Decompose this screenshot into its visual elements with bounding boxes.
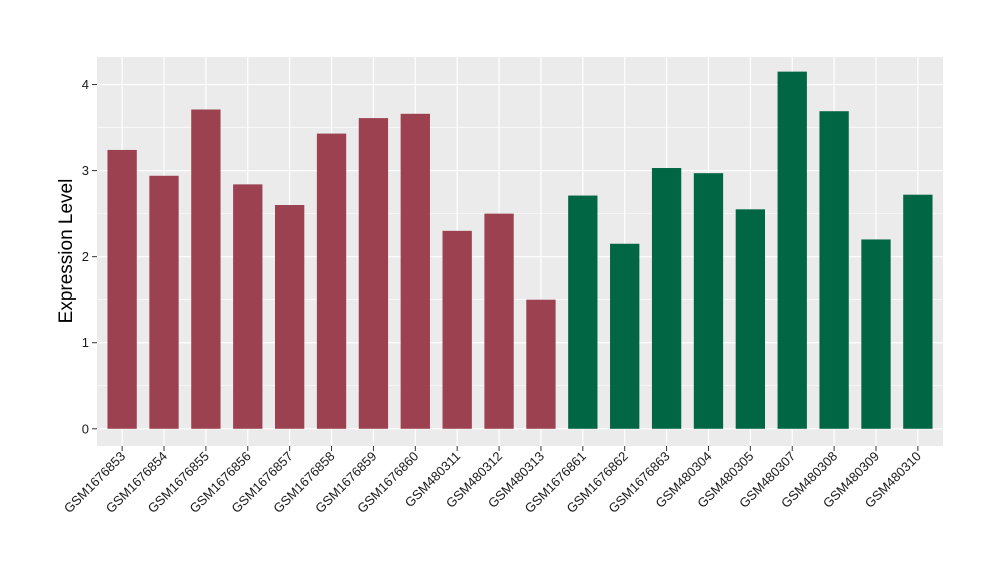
bar-GSM1676859 xyxy=(358,118,389,429)
bar-GSM1676860 xyxy=(400,113,430,429)
bar-GSM1676858 xyxy=(316,133,347,429)
bar-GSM480310 xyxy=(903,194,933,429)
y-tick-label: 0 xyxy=(82,421,89,436)
bar-GSM480304 xyxy=(693,173,724,429)
plot-panel xyxy=(97,57,943,446)
y-axis: 0 1 2 3 4 xyxy=(82,77,97,436)
bar-GSM480305 xyxy=(735,209,766,429)
bar-GSM480308 xyxy=(819,111,849,429)
bar-GSM480312 xyxy=(484,213,514,429)
x-axis: GSM1676853GSM1676854GSM1676855GSM1676856… xyxy=(61,446,924,516)
bar-GSM1676857 xyxy=(274,205,305,429)
bar-GSM480309 xyxy=(861,239,891,429)
y-tick-label: 4 xyxy=(82,77,89,92)
bar-GSM1676862 xyxy=(610,243,640,429)
bar-GSM1676855 xyxy=(191,109,221,429)
y-axis-title: Expression Level xyxy=(56,179,77,324)
bar-GSM1676863 xyxy=(651,168,682,429)
y-tick-label: 2 xyxy=(82,249,89,264)
bar-GSM1676853 xyxy=(107,149,137,429)
bar-GSM1676861 xyxy=(568,195,598,429)
bar-GSM480307 xyxy=(777,71,807,429)
bar-GSM1676856 xyxy=(233,184,263,429)
y-tick-label: 1 xyxy=(82,335,89,350)
bar-GSM1676854 xyxy=(149,175,179,429)
bar-GSM480313 xyxy=(526,299,556,429)
bars xyxy=(107,71,933,429)
bar-GSM480311 xyxy=(442,230,472,429)
y-tick-label: 3 xyxy=(82,163,89,178)
